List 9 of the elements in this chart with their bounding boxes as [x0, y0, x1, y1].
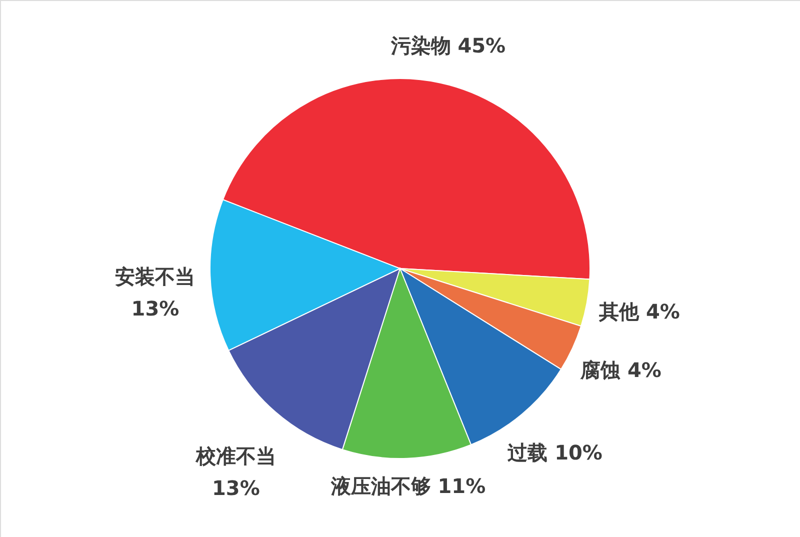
slice-label: 液压油不够 11%	[330, 474, 486, 498]
slice-label: 过载 10%	[506, 440, 602, 465]
slice-label: 其他 4%	[598, 300, 680, 324]
slice-label: 腐蚀 4%	[580, 358, 662, 382]
data-label: 13%	[131, 296, 180, 321]
slice-label: 安装不当	[115, 264, 196, 289]
data-label: 13%	[212, 476, 260, 500]
slice-label: 污染物 45%	[390, 33, 506, 58]
slice-label: 校准不当	[194, 444, 276, 468]
